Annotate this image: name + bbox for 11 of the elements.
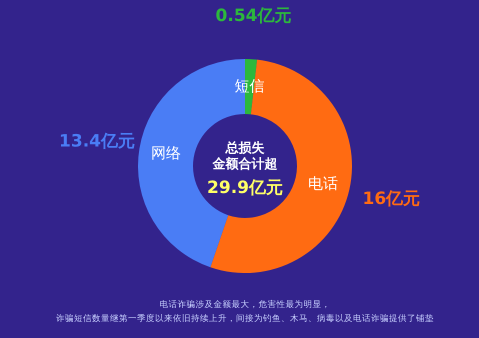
data-label: 16亿元 (362, 188, 420, 209)
text: 电话诈骗涉及金额最大，危害性最为明显， (160, 299, 330, 310)
text: 诈骗短信数量继第一季度以来依旧持续上升，间接为钓鱼、木马、病毒以及电话诈骗提供了铺垫 (56, 313, 434, 324)
slice-label: 网络 (151, 144, 182, 162)
text: 金额合计超 (212, 156, 278, 172)
donut-slice (210, 60, 352, 273)
data-label: 0.54亿元 (216, 6, 292, 26)
slice-label: 电话 (308, 174, 338, 193)
text: 29.9亿元 (207, 178, 283, 198)
text: 总损失 (224, 140, 266, 156)
data-label: 13.4亿元 (59, 131, 136, 152)
